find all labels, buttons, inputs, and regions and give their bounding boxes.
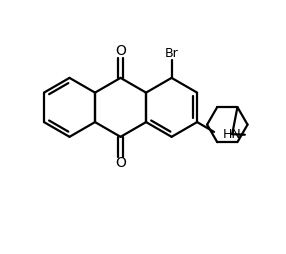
Text: Br: Br — [165, 47, 178, 60]
Text: O: O — [115, 44, 126, 58]
Text: HN: HN — [223, 128, 242, 141]
Text: O: O — [115, 156, 126, 170]
